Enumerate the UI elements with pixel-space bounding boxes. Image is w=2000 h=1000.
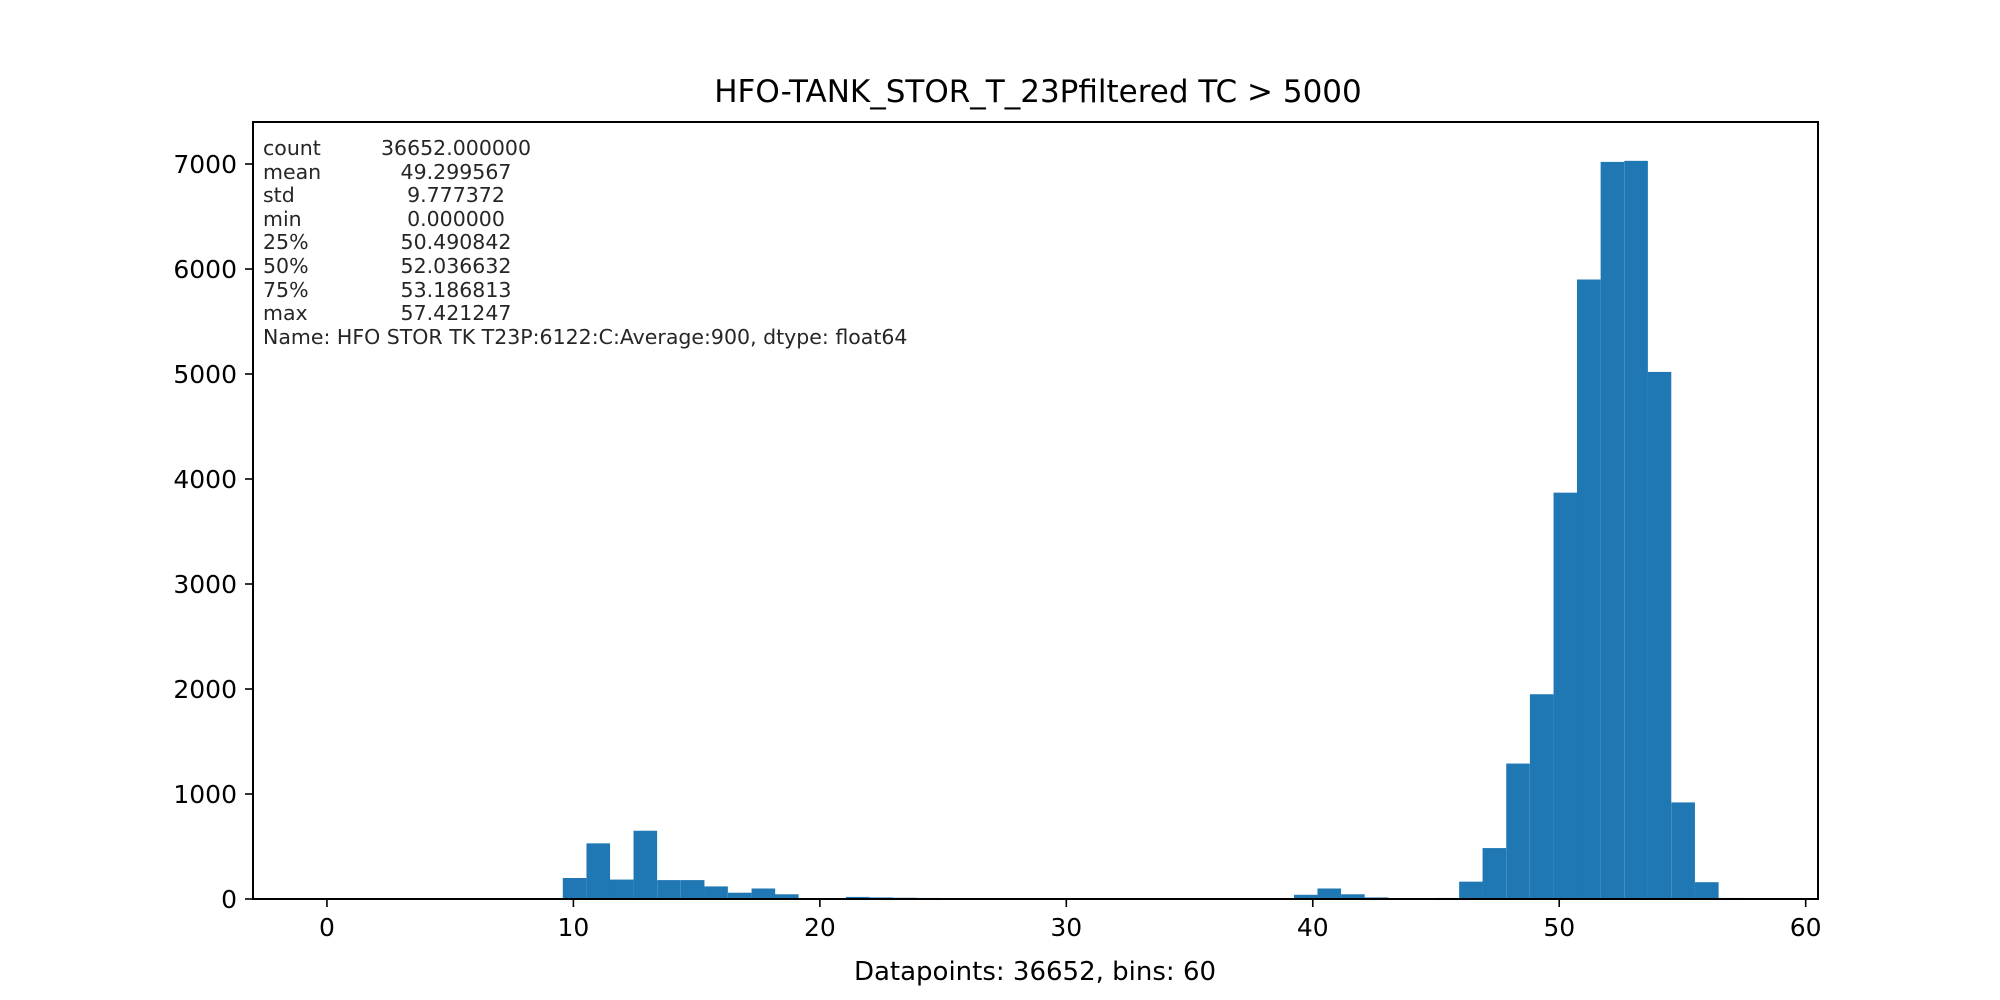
histogram-bar: [657, 880, 681, 899]
x-tick-label: 60: [1790, 913, 1822, 942]
stats-key: min: [263, 206, 302, 231]
histogram-bar: [562, 878, 587, 899]
histogram-bar: [1576, 279, 1601, 899]
stats-footer-text: Name: HFO STOR TK T23P:6122:C:Average:90…: [263, 324, 908, 349]
bars-group: [562, 160, 1743, 900]
stats-value: 57.421247: [381, 301, 512, 326]
histogram-bar: [704, 886, 728, 899]
histogram-bar: [1482, 848, 1507, 899]
histogram-bar: [1317, 888, 1342, 899]
stats-key: count: [263, 136, 321, 160]
plot-frame: [252, 121, 1819, 900]
stats-row: max 57.421247: [263, 302, 907, 326]
stats-value: 9.777372: [381, 183, 505, 208]
stats-value: 0.000000: [381, 206, 505, 231]
y-tick-label: 3000: [173, 570, 237, 599]
y-tick-label: 5000: [173, 360, 237, 389]
stats-row: 25% 50.490842: [263, 231, 907, 255]
histogram-bar: [775, 894, 799, 899]
histogram-bar: [1529, 694, 1554, 899]
stats-key: std: [263, 183, 295, 208]
histogram-bar: [633, 830, 658, 899]
x-tick-label: 10: [557, 913, 589, 942]
x-axis-label: Datapoints: 36652, bins: 60: [854, 957, 1216, 987]
histogram-bar: [680, 880, 705, 899]
stats-value: 53.186813: [381, 277, 512, 302]
stats-value: 49.299567: [381, 159, 512, 184]
stats-row: std 9.777372: [263, 184, 907, 208]
y-tick-label: 2000: [173, 675, 237, 704]
histogram-bar: [1553, 492, 1578, 899]
histogram-bar: [727, 892, 752, 899]
histogram-bar: [586, 843, 611, 899]
x-tick-label: 20: [804, 913, 836, 942]
stats-key: 50%: [263, 253, 309, 278]
x-tick-label: 0: [319, 913, 335, 942]
y-tick-label: 7000: [173, 150, 237, 179]
histogram-bar: [1341, 894, 1365, 899]
stats-row: min 0.000000: [263, 206, 907, 232]
histogram-bar: [609, 879, 634, 899]
x-tick-label: 40: [1297, 913, 1329, 942]
histogram-bar: [845, 896, 870, 899]
histogram-bar: [1624, 160, 1648, 900]
stats-value: 50.490842: [381, 230, 512, 255]
stats-row: 75% 53.186813: [263, 277, 907, 303]
chart-title: HFO-TANK_STOR_T_23Pfiltered TC > 5000: [714, 74, 1362, 110]
stats-value: 52.036632: [381, 253, 512, 278]
y-tick-label: 4000: [173, 465, 237, 494]
histogram-bar: [1294, 894, 1318, 899]
stats-key: max: [263, 301, 308, 326]
stats-key: 25%: [263, 230, 309, 255]
histogram-bar: [1671, 802, 1695, 899]
y-tick-label: 1000: [173, 780, 237, 809]
histogram-bar: [1600, 161, 1625, 899]
stats-key: 75%: [263, 277, 309, 302]
stats-row: 50% 52.036632: [263, 253, 907, 279]
x-tick-label: 50: [1543, 913, 1575, 942]
histogram-bar: [1695, 882, 1719, 899]
histogram-bar: [1459, 881, 1483, 899]
x-axis: 0 10 20 30 40 50 60: [319, 899, 1822, 942]
stats-row: mean 49.299567: [263, 159, 907, 185]
stats-key: mean: [263, 159, 322, 184]
histogram-bar: [1647, 371, 1672, 899]
histogram-bar: [751, 888, 776, 899]
stats-value: 36652.000000: [381, 136, 531, 160]
y-axis: 0 1000 2000 3000 4000 5000 6000 7000: [173, 150, 253, 914]
stats-footer: Name: HFO STOR TK T23P:6122:C:Average:90…: [263, 324, 908, 350]
histogram-bar: [1506, 763, 1530, 899]
x-tick-label: 30: [1050, 913, 1082, 942]
stats-annotation: count 36652.000000 mean 49.299567 std 9.7…: [263, 136, 908, 350]
y-tick-label: 0: [221, 885, 237, 914]
y-tick-label: 6000: [173, 255, 237, 284]
stats-row: count 36652.000000: [263, 136, 907, 161]
